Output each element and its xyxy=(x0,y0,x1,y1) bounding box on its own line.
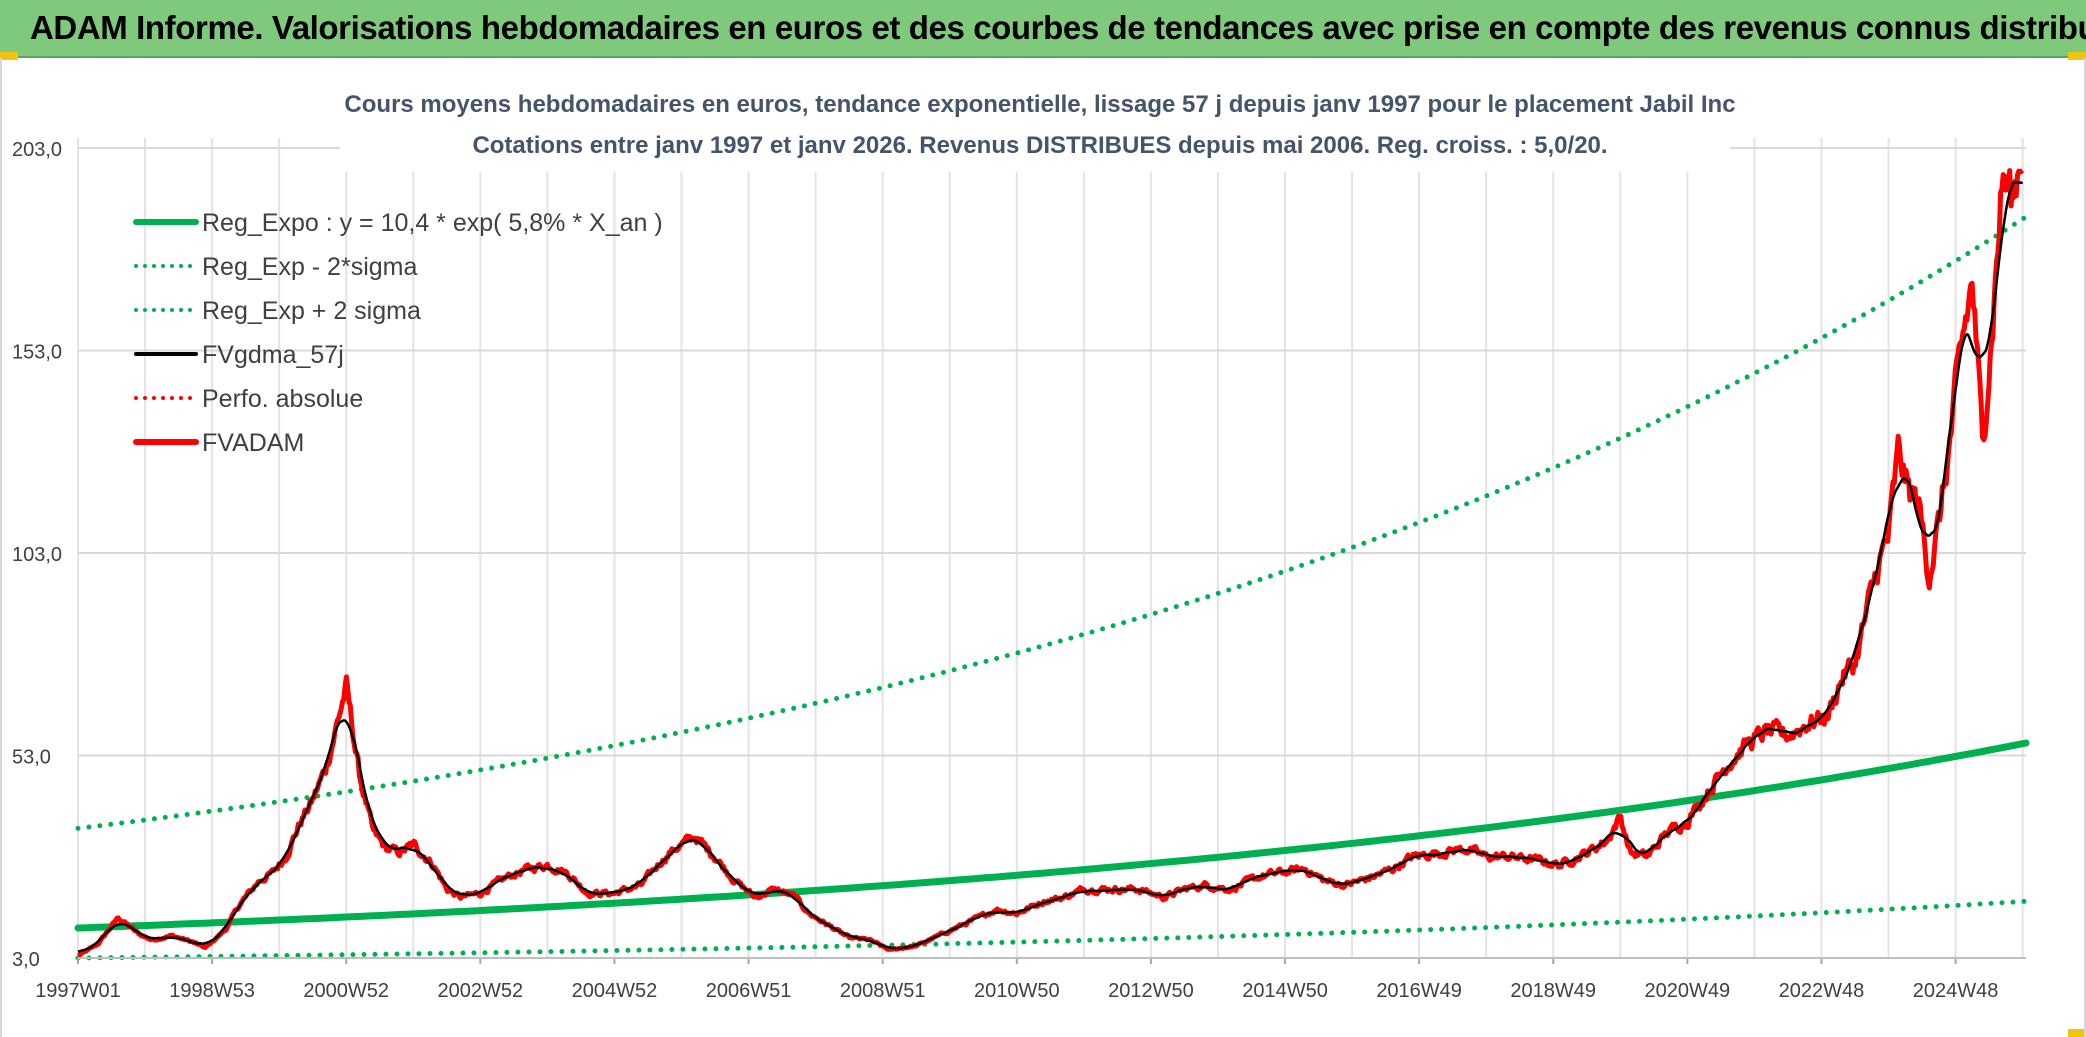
corner-accent-left xyxy=(0,52,18,60)
x-tick-label: 2006W51 xyxy=(706,980,792,1002)
axis-labels: 3,0 53,0 103,0 153,0 203,0 1997W01 1998W53 2000… xyxy=(12,139,2026,1002)
chart-legend: Reg_Expo : y = 10,4 * exp( 5,8% * X_an )… xyxy=(133,209,663,457)
legend-label: Reg_Exp + 2 sigma xyxy=(202,297,421,325)
y-tick-label: 153,0 xyxy=(12,342,62,364)
x-tick-label: 1998W53 xyxy=(169,980,255,1002)
series-reg-minus-2sigma xyxy=(75,898,2029,961)
chart-title-line1: Cours moyens hebdomadaires en euros, ten… xyxy=(344,91,1735,118)
legend-label: FVADAM xyxy=(202,429,304,457)
corner-accent-bottom-right xyxy=(2068,1029,2086,1037)
x-tick-label: 2002W52 xyxy=(438,980,524,1002)
x-tick-label: 2000W52 xyxy=(303,980,389,1002)
x-tick-label: 1997W01 xyxy=(35,980,121,1002)
series-fvadam xyxy=(76,168,2025,959)
legend-label: Reg_Expo : y = 10,4 * exp( 5,8% * X_an ) xyxy=(202,209,663,237)
vertical-gridlines xyxy=(77,138,2024,958)
x-tick-label: 2016W49 xyxy=(1376,980,1462,1002)
y-tick-label: 203,0 xyxy=(12,139,62,161)
x-tick-label: 2022W48 xyxy=(1779,980,1865,1002)
x-tick-label: 2018W49 xyxy=(1510,980,1596,1002)
chart-frame xyxy=(0,58,2086,1037)
y-tick-label: 53,0 xyxy=(12,747,51,769)
x-tick-label: 2014W50 xyxy=(1242,980,1328,1002)
legend-label: FVgdma_57j xyxy=(202,341,344,369)
y-tick-label: 3,0 xyxy=(12,949,40,971)
chart-title-line2: Cotations entre janv 1997 et janv 2026. … xyxy=(472,132,1607,159)
series-reg-expo xyxy=(74,739,2030,932)
x-tick-label: 2024W48 xyxy=(1913,980,1999,1002)
report-banner: ADAM Informe. Valorisations hebdomadaire… xyxy=(0,0,2086,58)
title-backdrop xyxy=(340,82,1730,172)
series-fvgdma-57j xyxy=(77,180,2024,953)
x-tick-label: 2008W51 xyxy=(840,980,926,1002)
corner-accent-right xyxy=(2068,52,2086,60)
series-reg-plus-2sigma xyxy=(75,214,2029,831)
x-tick-label: 2010W50 xyxy=(974,980,1060,1002)
y-tick-label: 103,0 xyxy=(12,544,62,566)
legend-label: Perfo. absolue xyxy=(202,385,363,413)
x-tick-label: 2012W50 xyxy=(1108,980,1194,1002)
legend-label: Reg_Exp - 2*sigma xyxy=(202,253,417,281)
plot-series xyxy=(74,168,2030,961)
x-tick-label: 2020W49 xyxy=(1645,980,1731,1002)
report-title: ADAM Informe. Valorisations hebdomadaire… xyxy=(30,9,2086,46)
x-tick-label: 2004W52 xyxy=(572,980,658,1002)
